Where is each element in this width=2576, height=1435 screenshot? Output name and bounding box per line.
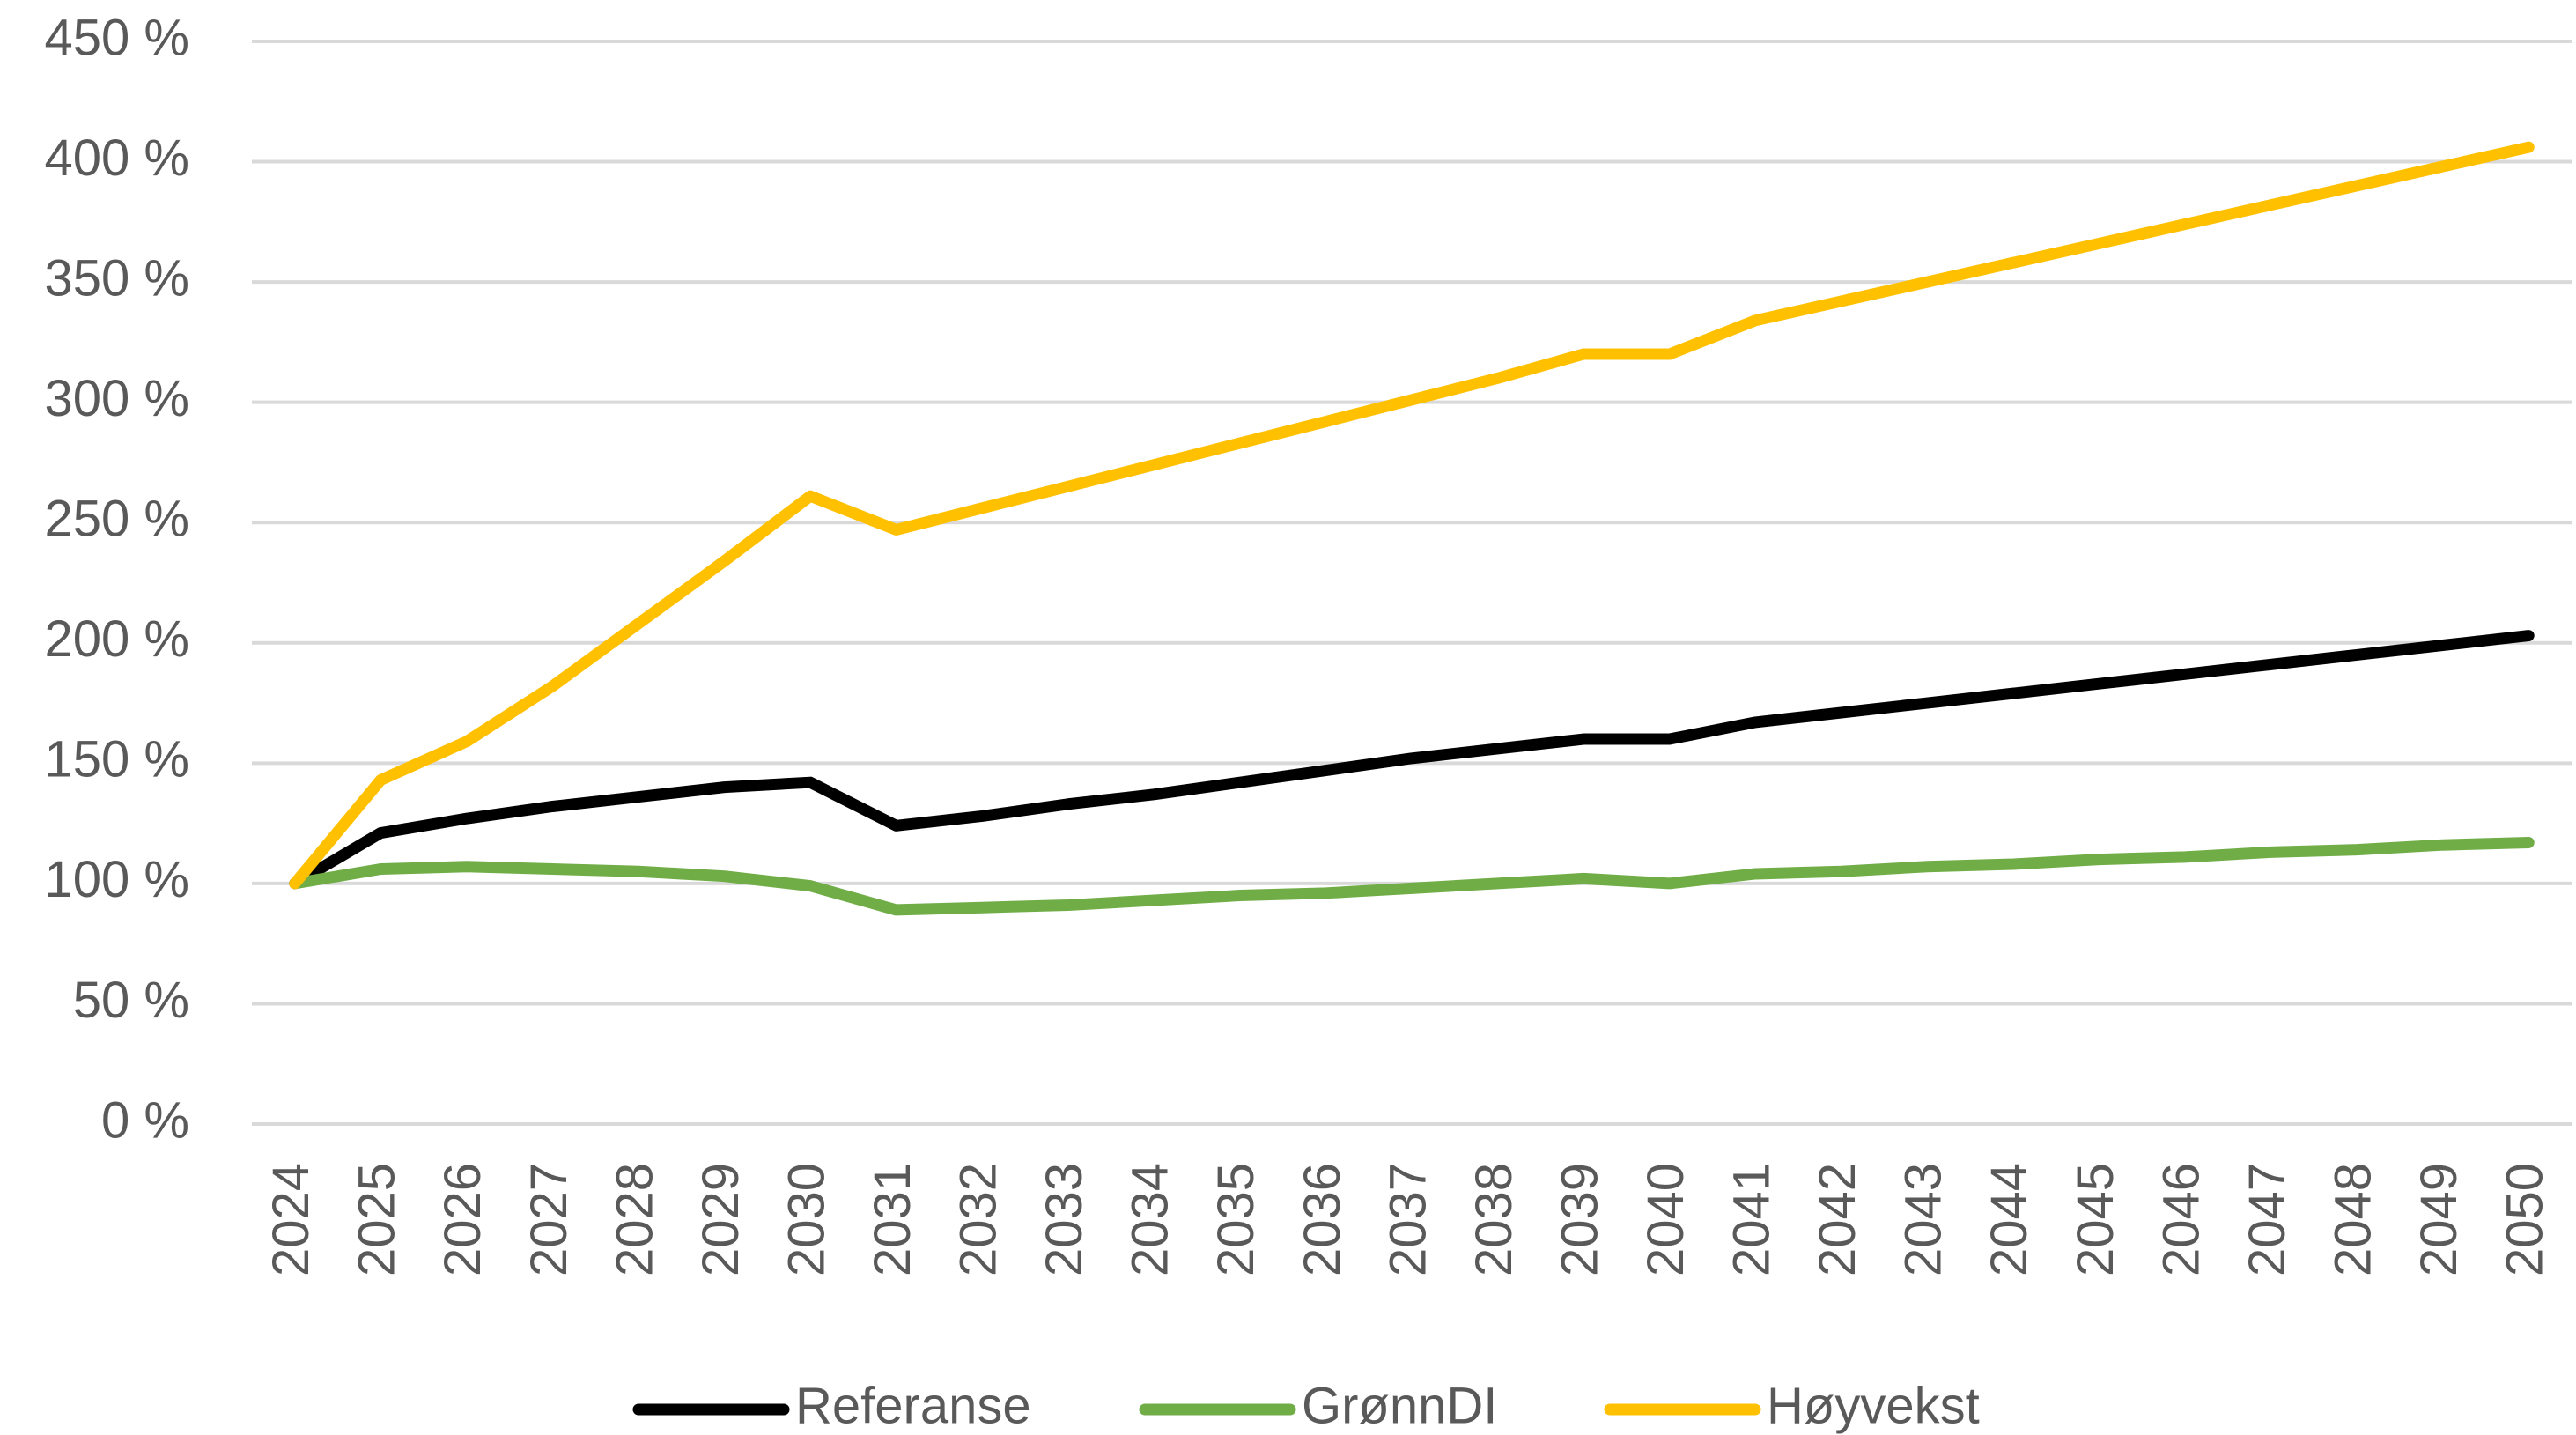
x-tick-label: 2046: [2152, 1163, 2210, 1276]
x-tick-label: 2049: [2410, 1163, 2468, 1276]
y-tick-label: 450 %: [45, 9, 189, 66]
x-tick-label: 2033: [1036, 1163, 1093, 1276]
x-tick-label: 2043: [1895, 1163, 1952, 1276]
x-tick-label: 2048: [2324, 1163, 2381, 1276]
x-tick-label: 2032: [950, 1163, 1008, 1276]
x-tick-label: 2027: [520, 1163, 578, 1276]
x-tick-label: 2037: [1379, 1163, 1436, 1276]
x-tick-label: 2028: [606, 1163, 663, 1276]
x-tick-label: 2029: [692, 1163, 749, 1276]
x-tick-label: 2030: [778, 1163, 835, 1276]
y-tick-label: 250 %: [45, 491, 189, 548]
x-tick-label: 2045: [2067, 1163, 2124, 1276]
y-tick-label: 50 %: [73, 972, 189, 1029]
legend-label: GrønnDI: [1302, 1377, 1497, 1434]
x-tick-label: 2024: [262, 1163, 320, 1276]
legend-label: Høyvekst: [1767, 1377, 1980, 1434]
x-tick-label: 2041: [1723, 1163, 1781, 1276]
x-tick-label: 2026: [434, 1163, 491, 1276]
x-tick-label: 2025: [349, 1163, 406, 1276]
x-tick-label: 2031: [864, 1163, 921, 1276]
x-tick-label: 2038: [1465, 1163, 1523, 1276]
x-tick-label: 2036: [1294, 1163, 1351, 1276]
data-line: [289, 141, 2535, 890]
y-tick-label: 350 %: [45, 249, 189, 307]
y-tick-label: 300 %: [45, 370, 189, 427]
x-tick-label: 2047: [2239, 1163, 2296, 1276]
y-tick-label: 100 %: [45, 851, 189, 908]
y-tick-label: 0 %: [101, 1091, 189, 1149]
x-tick-label: 2044: [1981, 1163, 2038, 1276]
x-tick-label: 2050: [2497, 1163, 2554, 1276]
data-line: [289, 836, 2535, 916]
x-tick-label: 2040: [1637, 1163, 1694, 1276]
y-tick-label: 150 %: [45, 731, 189, 788]
x-tick-label: 2034: [1122, 1163, 1179, 1276]
x-tick-label: 2039: [1551, 1163, 1608, 1276]
legend-label: Referanse: [795, 1377, 1031, 1434]
x-tick-label: 2035: [1207, 1163, 1265, 1276]
y-tick-label: 200 %: [45, 610, 189, 668]
y-tick-label: 400 %: [45, 129, 189, 187]
x-tick-label: 2042: [1809, 1163, 1866, 1276]
data-line: [289, 630, 2535, 890]
